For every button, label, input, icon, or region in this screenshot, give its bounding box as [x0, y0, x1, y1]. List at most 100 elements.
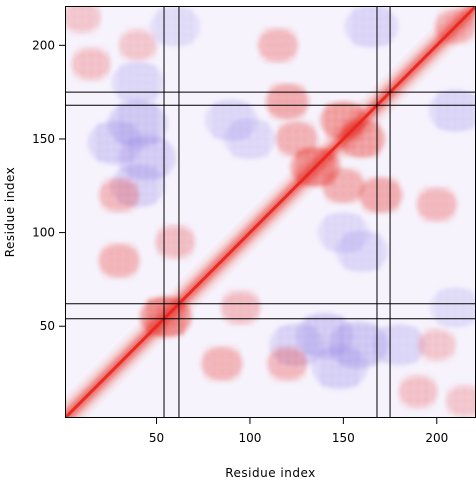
hotspot-cell — [271, 99, 303, 104]
hotspot-cell — [222, 293, 227, 322]
coldspot-cell — [151, 102, 156, 145]
coldspot-cell — [95, 140, 136, 145]
coldspot-cell — [343, 265, 381, 270]
hotspot-cell — [263, 51, 293, 56]
hotspot-cell — [365, 193, 397, 198]
coldspot-cell — [255, 120, 260, 158]
hotspot-cell — [271, 83, 303, 88]
hotspot-cell — [404, 397, 432, 402]
coldspot-cell — [325, 246, 362, 251]
hotspot-cell — [151, 32, 156, 59]
coldspot-cell — [310, 325, 315, 365]
coldspot-cell — [469, 91, 474, 130]
coldspot-cell — [469, 289, 474, 326]
coldspot-cell — [436, 124, 475, 129]
hotspot-cell — [283, 30, 288, 60]
coldspot-cell — [337, 342, 380, 347]
hotspot-cell — [77, 70, 105, 75]
hotspot-cell — [293, 349, 298, 379]
hotspot-cell — [345, 144, 379, 149]
coldspot-cell — [263, 120, 268, 158]
coldspot-cell — [231, 152, 269, 157]
hotspot-cell — [404, 389, 432, 394]
hotspot-cell — [77, 78, 105, 83]
hotspot-cell — [77, 62, 105, 67]
hotspot-cell — [423, 358, 451, 363]
hotspot-cell — [207, 369, 237, 374]
hotspot-cell — [281, 152, 312, 157]
heatmap-cells — [65, 0, 476, 418]
hotspot-cell — [97, 50, 102, 78]
hotspot-cell — [124, 51, 152, 56]
coldspot-cell — [119, 88, 157, 93]
hotspot-cell — [281, 136, 312, 141]
hotspot-cell — [310, 123, 315, 155]
hotspot-cell — [362, 179, 367, 211]
hotspot-cell — [68, 31, 96, 36]
y-tick-label: 200 — [32, 38, 55, 52]
hotspot-cell — [450, 331, 455, 359]
x-tick-label: 150 — [332, 431, 355, 445]
coldspot-cell — [349, 214, 354, 251]
coldspot-cell — [364, 323, 369, 366]
coldspot-cell — [304, 341, 345, 346]
hotspot-cell — [124, 43, 152, 48]
hotspot-cell — [161, 239, 190, 244]
hotspot-cell — [269, 349, 274, 379]
hotspot-cell — [104, 242, 134, 247]
coldspot-cell — [352, 32, 391, 37]
coldspot-cell — [320, 373, 360, 378]
hotspot-cell — [133, 245, 138, 276]
hotspot-cell — [272, 377, 302, 382]
coldspot-cell — [153, 137, 158, 178]
hotspot-cell — [301, 86, 306, 117]
hotspot-cell — [254, 293, 259, 322]
hotspot-cell — [281, 144, 312, 149]
coldspot-cell — [330, 315, 335, 356]
hotspot-cell — [101, 180, 106, 210]
coldspot-cell — [151, 64, 156, 102]
hotspot-cell — [451, 407, 476, 412]
hotspot-cell — [272, 345, 302, 350]
hotspot-cell — [104, 258, 134, 263]
hotspot-cell — [227, 348, 232, 379]
hotspot-cell — [328, 183, 359, 188]
hotspot-cell — [424, 378, 429, 406]
coldspot-cell — [302, 325, 307, 365]
hotspot-cell — [446, 387, 451, 415]
hotspot-cell — [65, 6, 68, 31]
coldspot-cell — [461, 91, 466, 130]
hotspot-cell — [181, 227, 186, 256]
hotspot-cell — [189, 227, 194, 256]
coldspot-cell — [413, 326, 418, 364]
coldspot-cell — [405, 326, 410, 364]
hotspot-cell — [95, 6, 100, 31]
hotspot-cell — [104, 177, 134, 182]
coldspot-cell — [377, 7, 382, 46]
hotspot-cell — [207, 345, 237, 350]
coldspot-cell — [352, 24, 391, 29]
coldspot-cell — [338, 315, 343, 356]
coldspot-cell — [385, 7, 390, 46]
hotspot-cell — [328, 191, 359, 196]
hotspot-cell — [263, 43, 293, 48]
coldspot-cell — [320, 381, 360, 386]
hotspot-cell — [269, 86, 274, 117]
hotspot-cell — [418, 331, 423, 359]
hotspot-cell — [423, 350, 451, 355]
coldspot-cell — [437, 305, 474, 310]
hotspot-cell — [422, 186, 452, 191]
marker-lines — [65, 6, 476, 418]
coldspot-cell — [436, 108, 475, 113]
hotspot-cell — [451, 383, 476, 388]
coldspot-cell — [345, 347, 350, 388]
hotspot-cell — [246, 293, 251, 322]
hotspot-cell — [386, 179, 391, 211]
hotspot-cell — [69, 0, 96, 3]
hotspot-cell — [125, 245, 130, 276]
hotspot-cell — [328, 199, 359, 204]
coldspot-cell — [436, 116, 475, 121]
coldspot-cell — [277, 342, 316, 347]
hotspot-cell — [263, 27, 293, 32]
x-tick-label: 100 — [238, 431, 261, 445]
